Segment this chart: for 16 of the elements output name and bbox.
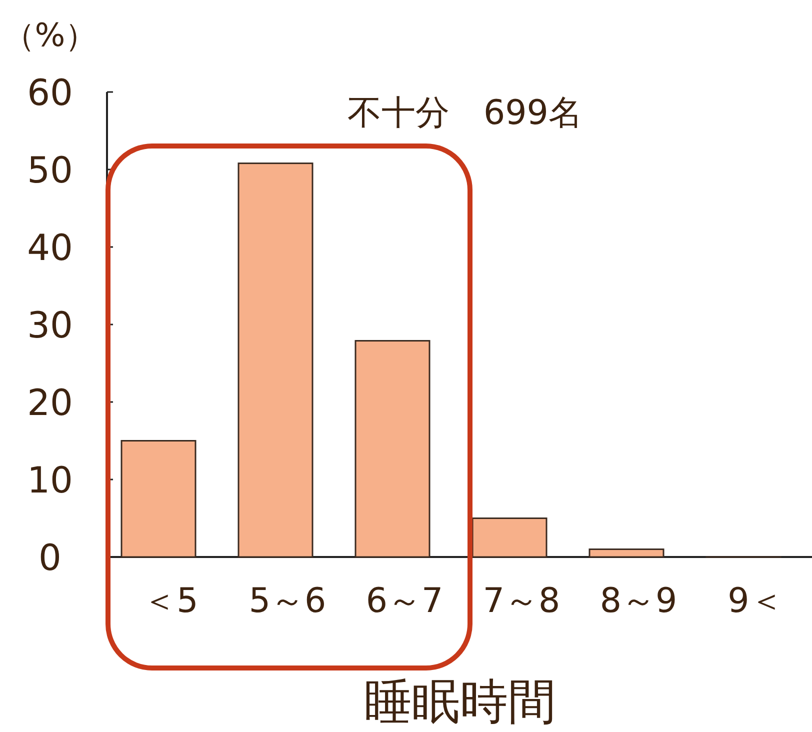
x-tick-label: 9＜ — [728, 581, 784, 621]
y-tick-label: 20 — [27, 383, 73, 424]
chart-title: 不十分 699名 — [348, 93, 582, 133]
x-tick-label: 7～8 — [482, 581, 560, 621]
y-tick-label: 40 — [27, 228, 73, 269]
y-axis-title: （%） — [2, 16, 98, 54]
y-tick-label: 10 — [27, 460, 73, 502]
x-tick-label: ＜5 — [142, 581, 198, 621]
y-tick-label: 0 — [38, 538, 62, 579]
x-tick-label: 5～6 — [248, 581, 326, 621]
x-axis-title: 睡眠時間 — [364, 674, 556, 730]
y-tick-label: 30 — [27, 306, 73, 346]
y-tick-label: 50 — [27, 150, 73, 192]
y-tick-label: 60 — [27, 73, 73, 114]
x-tick-label: 6～7 — [366, 581, 444, 621]
x-tick-label: 8～9 — [600, 581, 678, 621]
